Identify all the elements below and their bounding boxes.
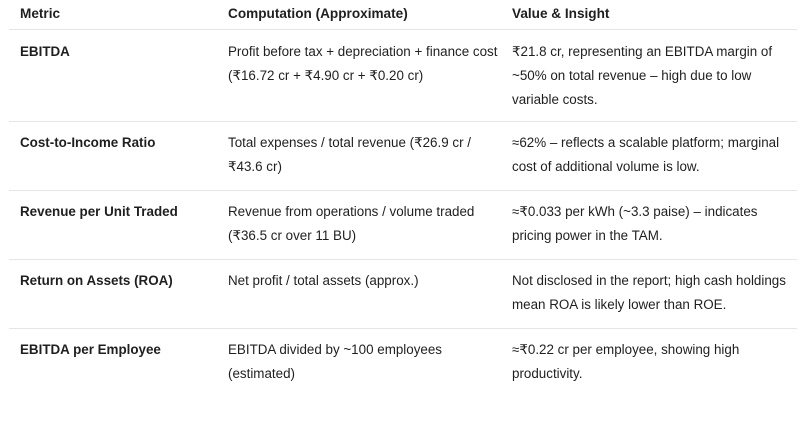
- table-row: Cost-to-Income Ratio Total expenses / to…: [9, 122, 797, 191]
- insight-cell: ≈₹0.033 per kWh (~3.3 paise) – indicates…: [512, 204, 758, 243]
- table-row: EBITDA Profit before tax + depreciation …: [9, 30, 797, 122]
- table-header-row: Metric Computation (Approximate) Value &…: [9, 0, 797, 30]
- metric-cell: Revenue per Unit Traded: [20, 204, 178, 219]
- computation-cell: Revenue from operations / volume traded …: [228, 204, 475, 243]
- metric-cell: Cost-to-Income Ratio: [20, 135, 156, 150]
- table-row: Return on Assets (ROA) Net profit / tota…: [9, 260, 797, 329]
- computation-cell: Net profit / total assets (approx.): [228, 273, 419, 288]
- computation-cell: Total expenses / total revenue (₹26.9 cr…: [228, 135, 471, 174]
- insight-cell: ₹21.8 cr, representing an EBITDA margin …: [512, 44, 773, 107]
- metric-cell: EBITDA per Employee: [20, 342, 161, 357]
- metric-cell: EBITDA: [20, 44, 70, 59]
- computation-cell: EBITDA divided by ~100 employees (estima…: [228, 342, 443, 381]
- insight-cell: ≈₹0.22 cr per employee, showing high pro…: [512, 342, 740, 381]
- column-header-metric: Metric: [20, 6, 61, 21]
- metrics-table: Metric Computation (Approximate) Value &…: [9, 0, 797, 398]
- computation-cell: Profit before tax + depreciation + finan…: [228, 44, 498, 83]
- column-header-computation: Computation (Approximate): [228, 6, 408, 21]
- metric-cell: Return on Assets (ROA): [20, 273, 173, 288]
- insight-cell: ≈62% – reflects a scalable platform; mar…: [512, 135, 780, 174]
- table-row: Revenue per Unit Traded Revenue from ope…: [9, 191, 797, 260]
- table-row: EBITDA per Employee EBITDA divided by ~1…: [9, 329, 797, 398]
- column-header-insight: Value & Insight: [512, 6, 610, 21]
- insight-cell: Not disclosed in the report; high cash h…: [512, 273, 786, 312]
